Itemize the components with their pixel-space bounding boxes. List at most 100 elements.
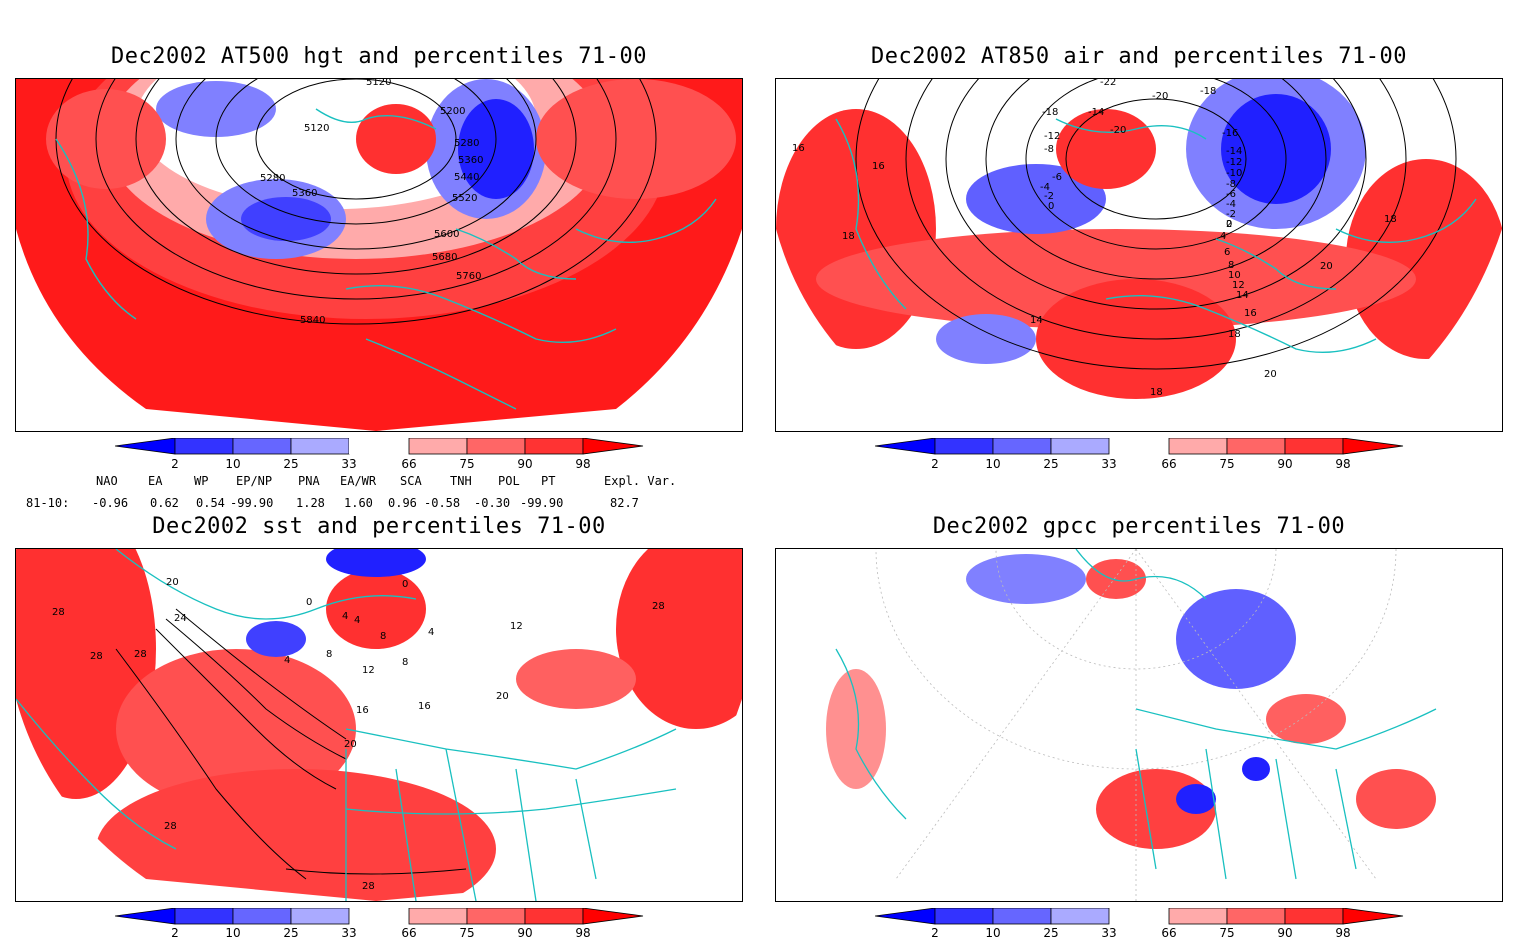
contour-label: 0 [1226,219,1232,230]
indices-value-row: 81-10: -0.96 0.62 0.54 -99.90 1.28 1.60 … [26,496,639,514]
colorbar-tick: 66 [401,926,416,940]
contour-label: 18 [842,231,855,242]
contour-label: 12 [510,621,523,632]
colorbar-tick: 33 [341,926,356,940]
contour-label: 28 [52,607,65,618]
contour-label: -20 [1152,91,1168,102]
index-value: -99.90 [520,496,564,510]
colorbar-tick: 75 [459,926,474,940]
contour-label: 16 [418,701,431,712]
contour-label: -4 [1226,199,1236,210]
contour-label: 20 [1320,261,1333,272]
contour-label: 4 [354,615,360,626]
colorbar-tick: 90 [517,457,532,471]
index-value: -0.30 [474,496,511,510]
colorbar-tick: 33 [1101,457,1116,471]
contour-label: -6 [1052,172,1062,183]
contour-label: 4 [342,611,348,622]
colorbar-hgt500: 2 10 25 33 66 75 90 98 [114,437,645,478]
colorbar-tick: 90 [1277,926,1292,940]
colorbar-tick: 2 [931,457,939,471]
contour-label: -18 [1042,107,1058,118]
colorbar-tick: 90 [1277,457,1292,471]
teleconnection-indices: NAO EA WP EP/NP PNA EA/WR SCA TNH POL PT… [26,474,726,514]
map-air850: -22 -18 -20 -18 -14 -16 -12 -20 -8 -14 -… [775,78,1503,432]
contour-label: 16 [1244,308,1257,319]
contour-label: -2 [1044,191,1054,202]
colorbar-tick: 66 [1161,457,1176,471]
index-value: -0.96 [92,496,129,510]
contour-label: 28 [134,649,147,660]
colorbar-tick: 98 [575,457,590,471]
contour-label: -22 [1100,79,1116,88]
contour-label: 0 [1048,201,1054,212]
contour-label: 5360 [292,188,317,199]
panel-title-air850: Dec2002 AT850 air and percentiles 71-00 [870,44,1408,69]
index-header: PT [541,474,556,488]
colorbar-tick: 75 [459,457,474,471]
contour-label: -16 [1222,128,1238,139]
contour-label: 8 [326,649,332,660]
colorbar-tick: 75 [1219,926,1234,940]
index-value: -0.58 [424,496,461,510]
colorbar-tick: 33 [341,457,356,471]
contour-label: 20 [344,739,357,750]
colorbar-tick: 66 [1161,926,1176,940]
contour-label: -8 [1044,144,1054,155]
index-value: 0.54 [196,496,225,510]
contour-label: 28 [362,881,375,892]
contour-label: 8 [402,657,408,668]
colorbar-tick: 33 [1101,926,1116,940]
contour-label: 5520 [452,193,477,204]
contour-label: -18 [1200,86,1216,97]
contour-label: 16 [356,705,369,716]
colorbar-tick: 2 [931,926,939,940]
contour-label: -6 [1226,189,1236,200]
contour-label: 5440 [454,172,479,183]
index-value: 82.7 [610,496,639,510]
contour-label: 10 [1228,270,1241,281]
map-sst: 20 28 24 28 28 0 0 4 4 8 8 4 12 16 20 16… [15,548,743,902]
colorbar-tick: 98 [575,926,590,940]
index-header: PNA [298,474,320,488]
colorbar-tick: 25 [1043,926,1058,940]
contour-label: 20 [166,577,179,588]
colorbar-sst: 2 10 25 33 66 75 90 98 [114,907,645,940]
contour-label: 8 [1228,260,1234,271]
colorbar-air850: 2 10 25 33 66 75 90 98 [874,437,1405,478]
contour-label: 28 [652,601,665,612]
contour-label: 6 [1224,247,1230,258]
contour-label: 18 [1384,214,1397,225]
index-header: EP/NP [236,474,273,488]
index-header: EA [148,474,163,488]
contour-label: -12 [1044,131,1060,142]
index-header: EA/WR [340,474,377,488]
contour-label: -12 [1226,157,1242,168]
contour-label: -8 [1226,179,1236,190]
contour-label: 16 [792,143,805,154]
index-header: SCA [400,474,422,488]
contour-label: 20 [496,691,509,702]
contour-label: 4 [1220,231,1226,242]
index-value: 1.60 [344,496,373,510]
colorbar-tick: 10 [985,926,1000,940]
contour-label: 28 [164,821,177,832]
colorbar-tick: 66 [401,457,416,471]
colorbar-gpcc: 2 10 25 33 66 75 90 98 [874,907,1405,940]
contour-label: 5280 [260,173,285,184]
colorbar-tick: 10 [225,926,240,940]
index-header: NAO [96,474,118,488]
contour-label: 18 [1150,387,1163,398]
index-value: 1.28 [296,496,325,510]
contour-label: 5840 [300,315,325,326]
contour-label: 8 [380,631,386,642]
colorbar-tick: 25 [283,926,298,940]
panel-title-hgt500: Dec2002 AT500 hgt and percentiles 71-00 [110,44,648,69]
map-gpcc [775,548,1503,902]
contour-label: 5200 [440,106,465,117]
index-header: POL [498,474,520,488]
contour-label: 12 [1232,280,1245,291]
contour-label: 5600 [434,229,459,240]
contour-label: 12 [362,665,375,676]
contour-label: 0 [402,579,408,590]
